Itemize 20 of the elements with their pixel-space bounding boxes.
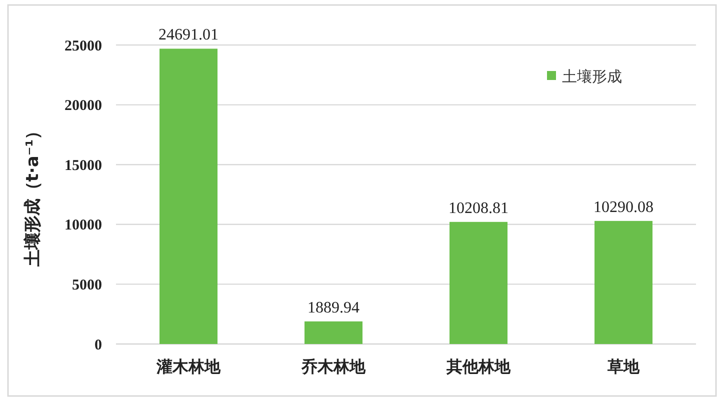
bar [304,321,362,344]
x-tick-label: 草地 [606,357,640,376]
bar [450,222,508,344]
legend-label: 土壤形成 [562,68,622,86]
bar [594,220,652,344]
y-axis-title: 土壤形成（t·a⁻¹） [23,122,43,268]
data-label: 10208.81 [448,200,508,217]
y-tick-label: 5000 [72,277,102,294]
bar [160,48,218,344]
y-tick-label: 20000 [64,98,102,114]
y-tick-label: 10000 [64,218,102,234]
y-tick-label: 25000 [64,38,102,54]
y-tick-label: 15000 [64,158,102,174]
x-tick-label: 灌木林地 [156,357,222,376]
y-tick-label: 0 [94,337,102,354]
data-label: 24691.01 [158,26,218,44]
x-tick-label: 其他林地 [446,357,512,376]
data-label: 1889.94 [308,299,360,316]
x-tick-label: 乔木林地 [300,357,366,376]
data-label: 10290.08 [594,198,654,216]
